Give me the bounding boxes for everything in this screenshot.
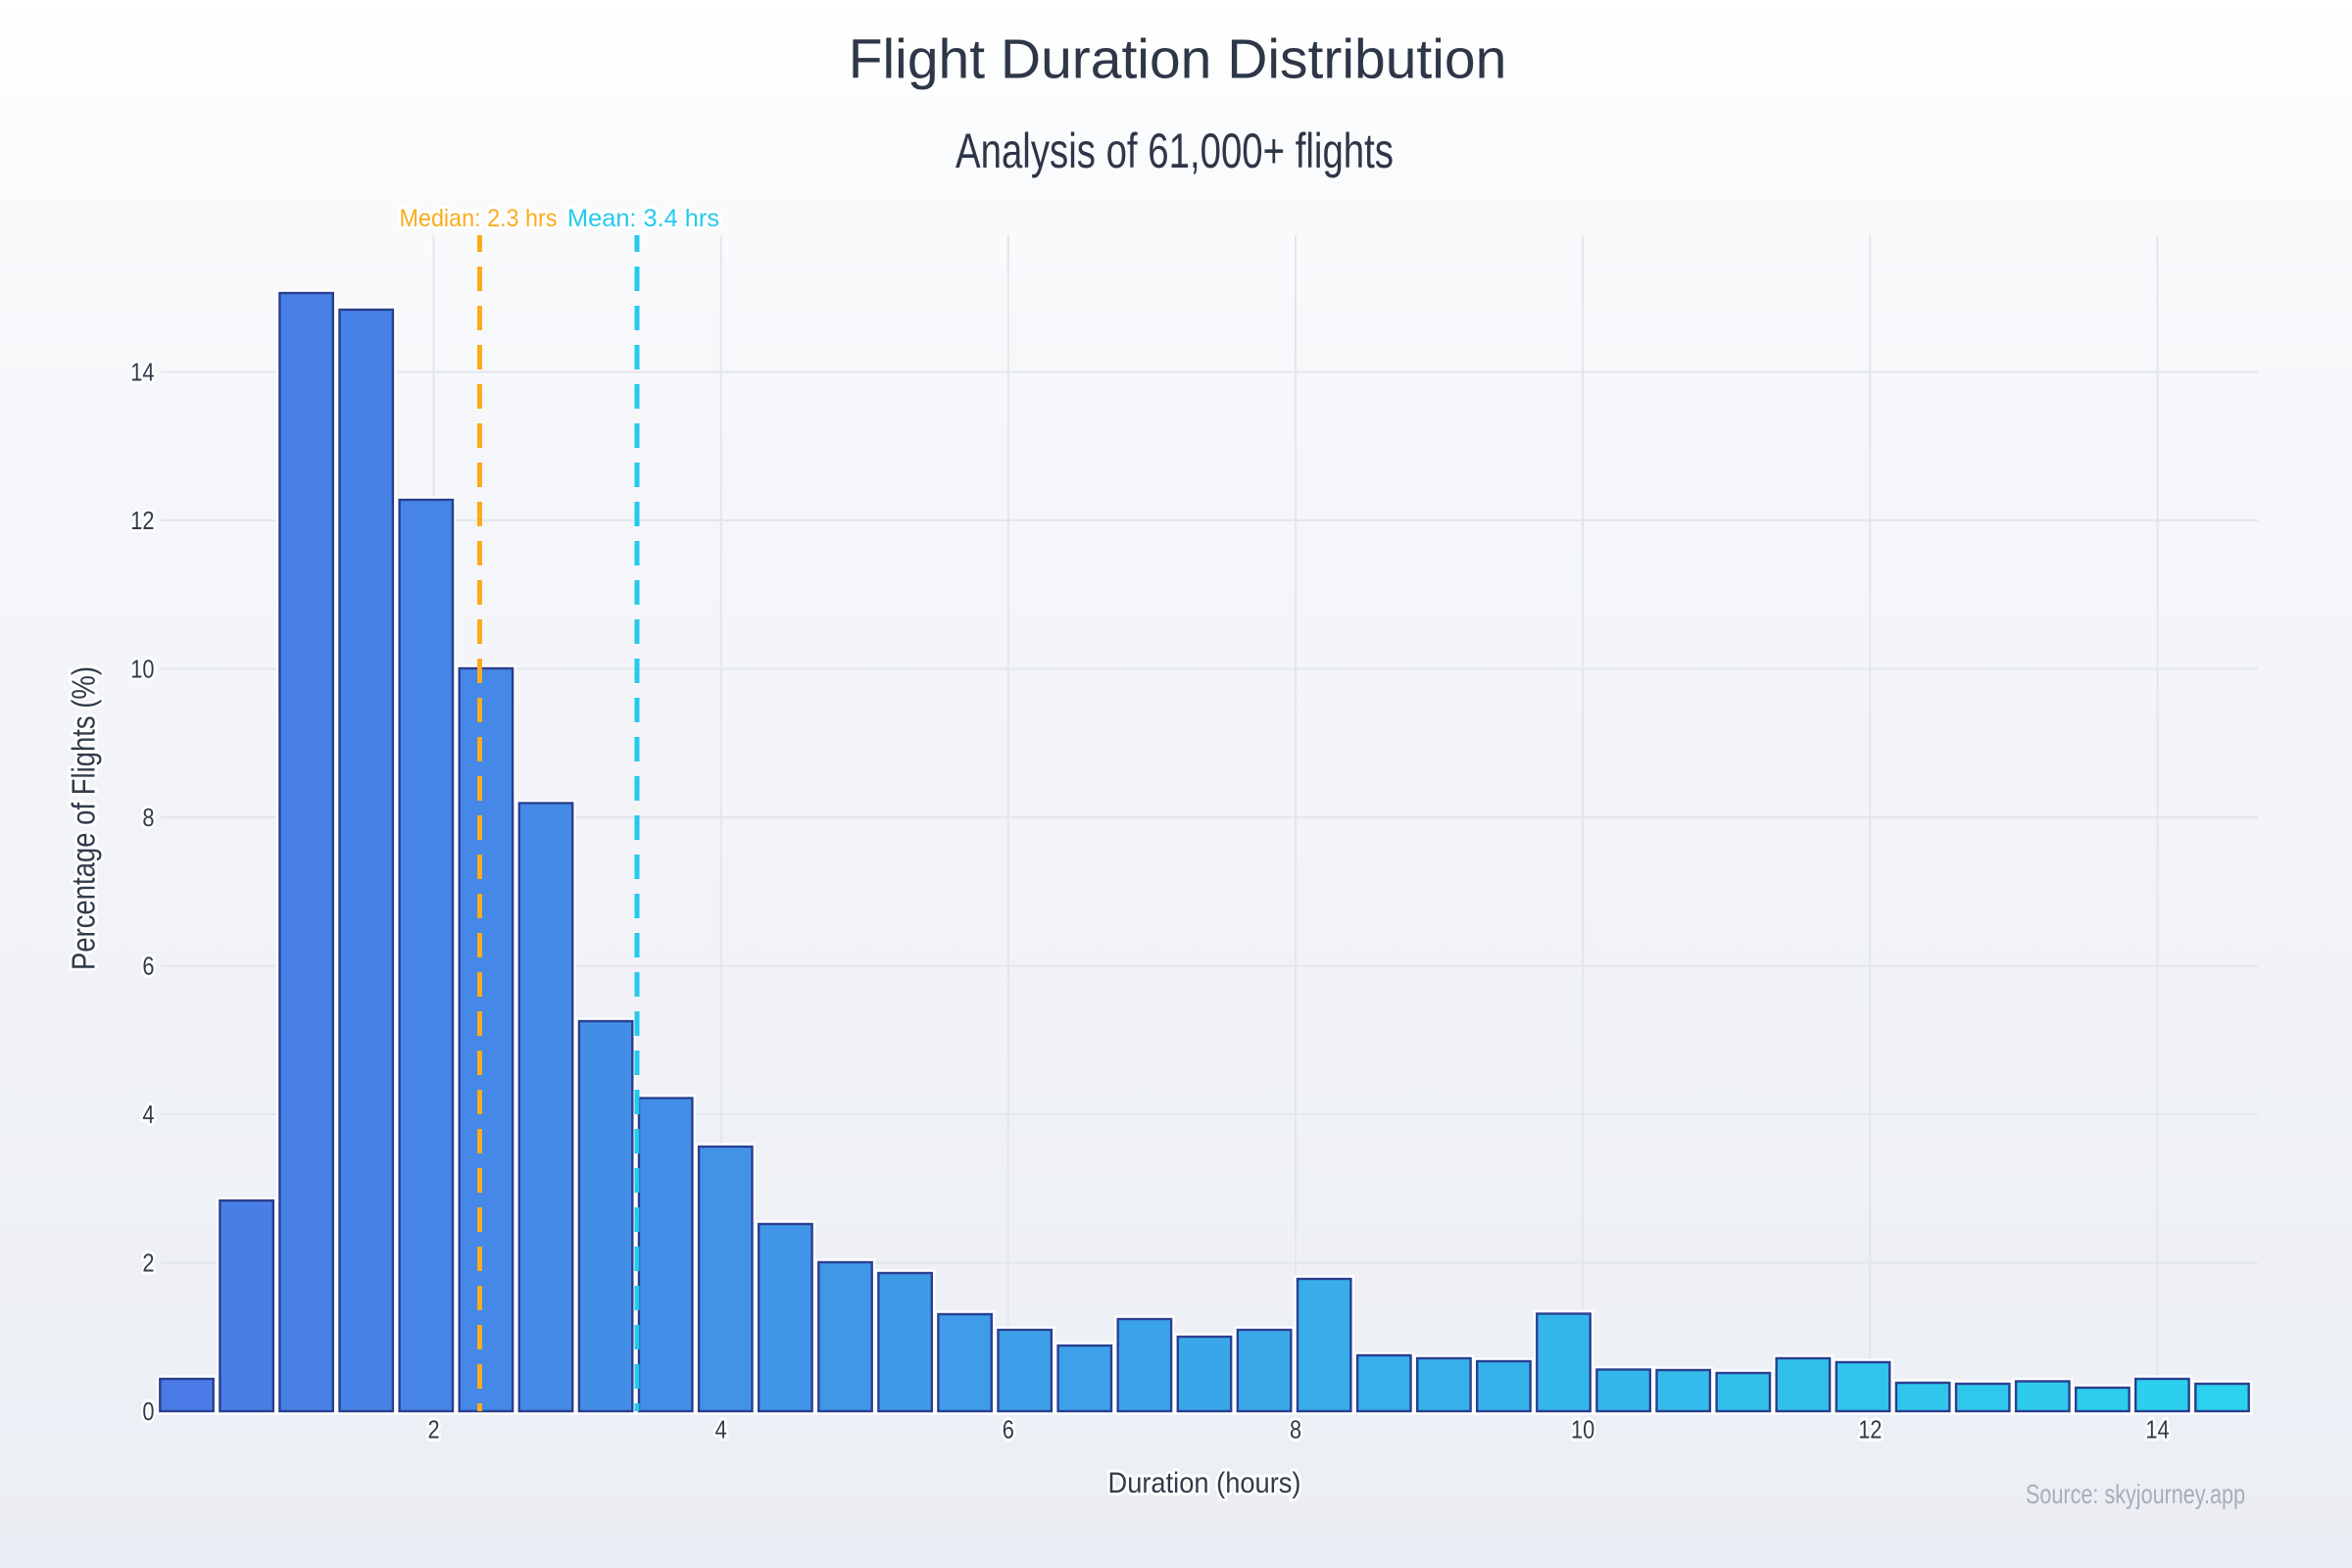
svg-text:14: 14 [130, 358, 154, 387]
svg-text:14: 14 [2145, 1415, 2169, 1445]
svg-text:4: 4 [715, 1415, 727, 1445]
svg-text:8: 8 [1290, 1415, 1301, 1445]
svg-text:Analysis of 61,000+ flights: Analysis of 61,000+ flights [956, 123, 1394, 178]
svg-text:4: 4 [142, 1100, 154, 1129]
svg-text:Median: 2.3 hrs: Median: 2.3 hrs [400, 205, 558, 232]
svg-text:10: 10 [1571, 1415, 1594, 1445]
svg-text:Mean: 3.4 hrs: Mean: 3.4 hrs [567, 205, 719, 232]
svg-text:2: 2 [427, 1415, 439, 1445]
svg-text:Duration (hours): Duration (hours) [1108, 1467, 1301, 1499]
svg-text:6: 6 [1003, 1415, 1014, 1445]
svg-text:12: 12 [130, 506, 154, 535]
svg-text:8: 8 [142, 803, 154, 832]
svg-text:6: 6 [142, 952, 154, 981]
svg-text:2: 2 [142, 1249, 154, 1278]
svg-text:Source: skyjourney.app: Source: skyjourney.app [2026, 1479, 2245, 1509]
svg-text:Percentage of Flights (%): Percentage of Flights (%) [65, 666, 101, 970]
svg-text:0: 0 [142, 1396, 154, 1426]
svg-text:10: 10 [130, 655, 154, 684]
svg-text:Flight Duration Distribution: Flight Duration Distribution [849, 28, 1507, 91]
svg-text:12: 12 [1858, 1415, 1882, 1445]
